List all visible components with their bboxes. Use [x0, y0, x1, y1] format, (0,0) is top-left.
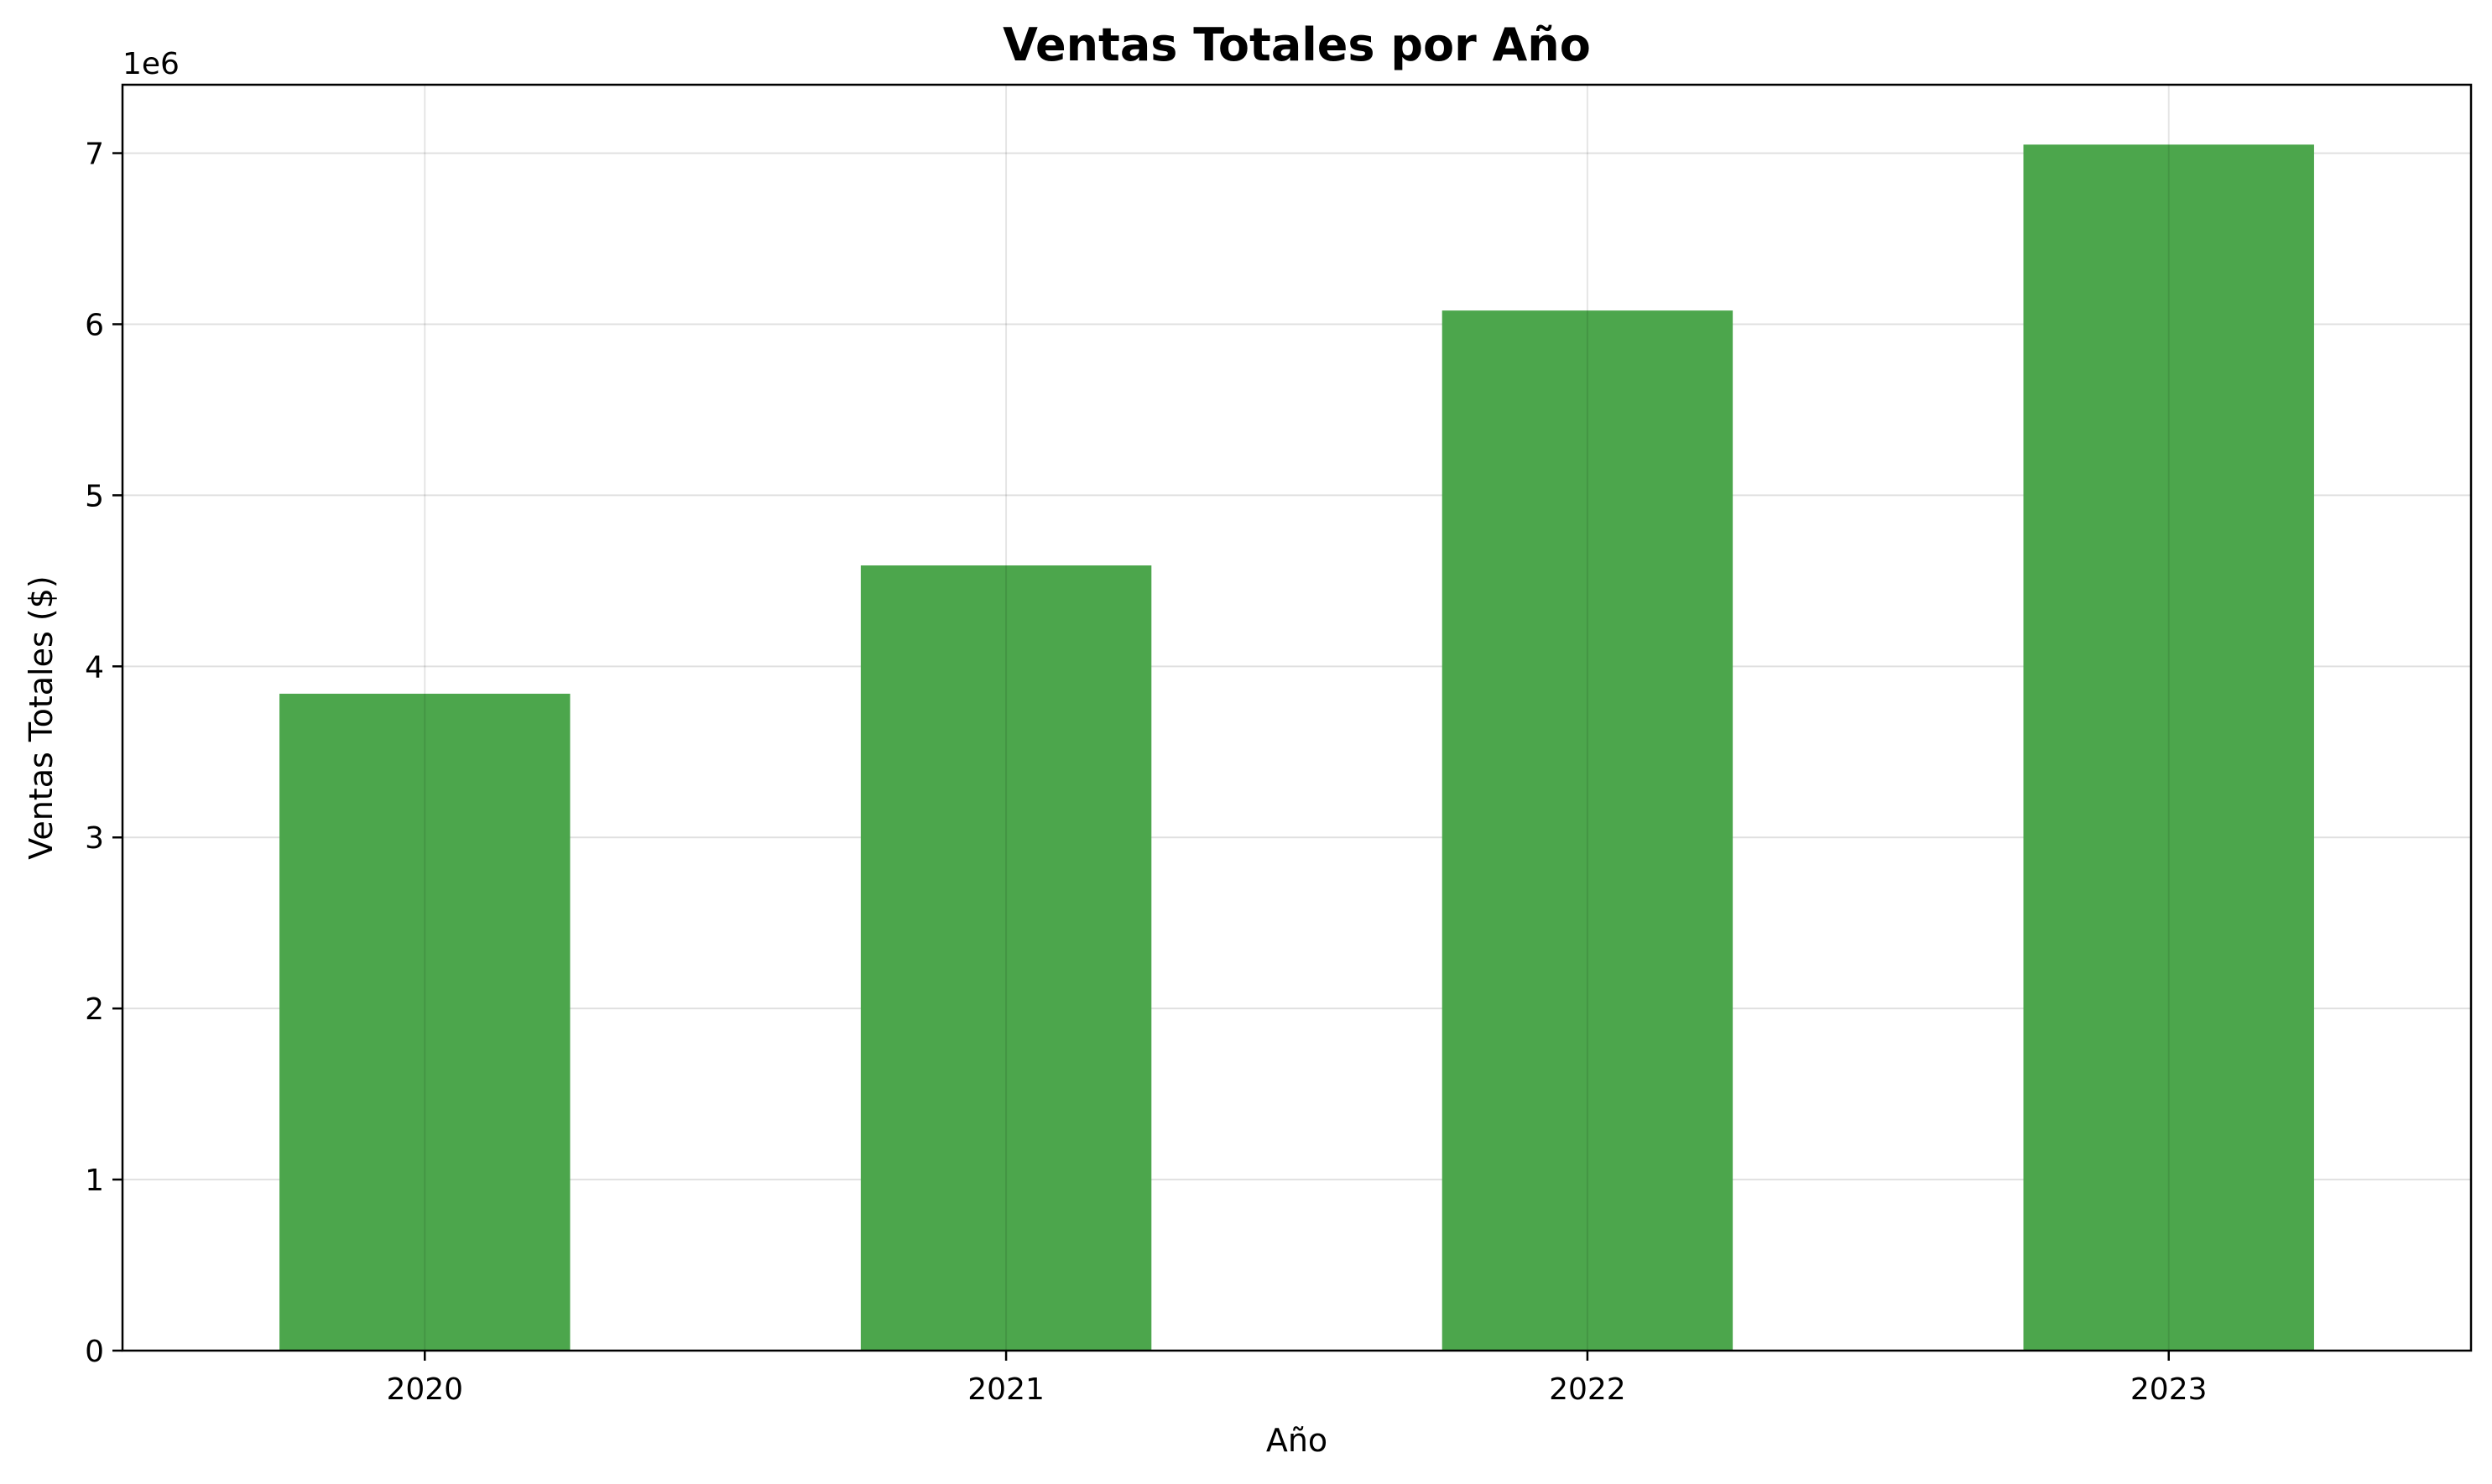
- y-tick-label: 0: [85, 1335, 104, 1369]
- x-tick-label: 2021: [967, 1372, 1045, 1407]
- chart-title: Ventas Totales por Año: [1003, 18, 1591, 71]
- plot-frame: [121, 83, 2473, 1352]
- bar-2020: [279, 693, 571, 1351]
- y-tick-label: 1: [85, 1164, 104, 1198]
- x-tick-label: 2023: [2130, 1372, 2208, 1407]
- y-tick-label: 4: [85, 650, 104, 685]
- y-axis-label: Ventas Totales ($): [23, 575, 60, 859]
- bar-2023: [2023, 144, 2314, 1351]
- bar-2021: [860, 565, 1152, 1351]
- bar-2022: [1442, 310, 1733, 1351]
- x-axis-label: Año: [1266, 1422, 1327, 1459]
- y-axis-offset-label: 1e6: [123, 47, 180, 81]
- y-tick-label: 2: [85, 992, 104, 1027]
- y-tick-label: 6: [85, 308, 104, 342]
- vertical-grid-layer: [424, 85, 2170, 1351]
- y-tick-label: 3: [85, 821, 104, 856]
- x-tick-label: 2022: [1549, 1372, 1626, 1407]
- y-tick-label: 7: [85, 138, 104, 172]
- tick-layer: 0 1 2 3 4 5 6 7 2020 2021 2022 2023: [85, 138, 2207, 1407]
- bar-layer: [279, 144, 2314, 1351]
- x-tick-label: 2020: [386, 1372, 463, 1407]
- y-tick-label: 5: [85, 479, 104, 513]
